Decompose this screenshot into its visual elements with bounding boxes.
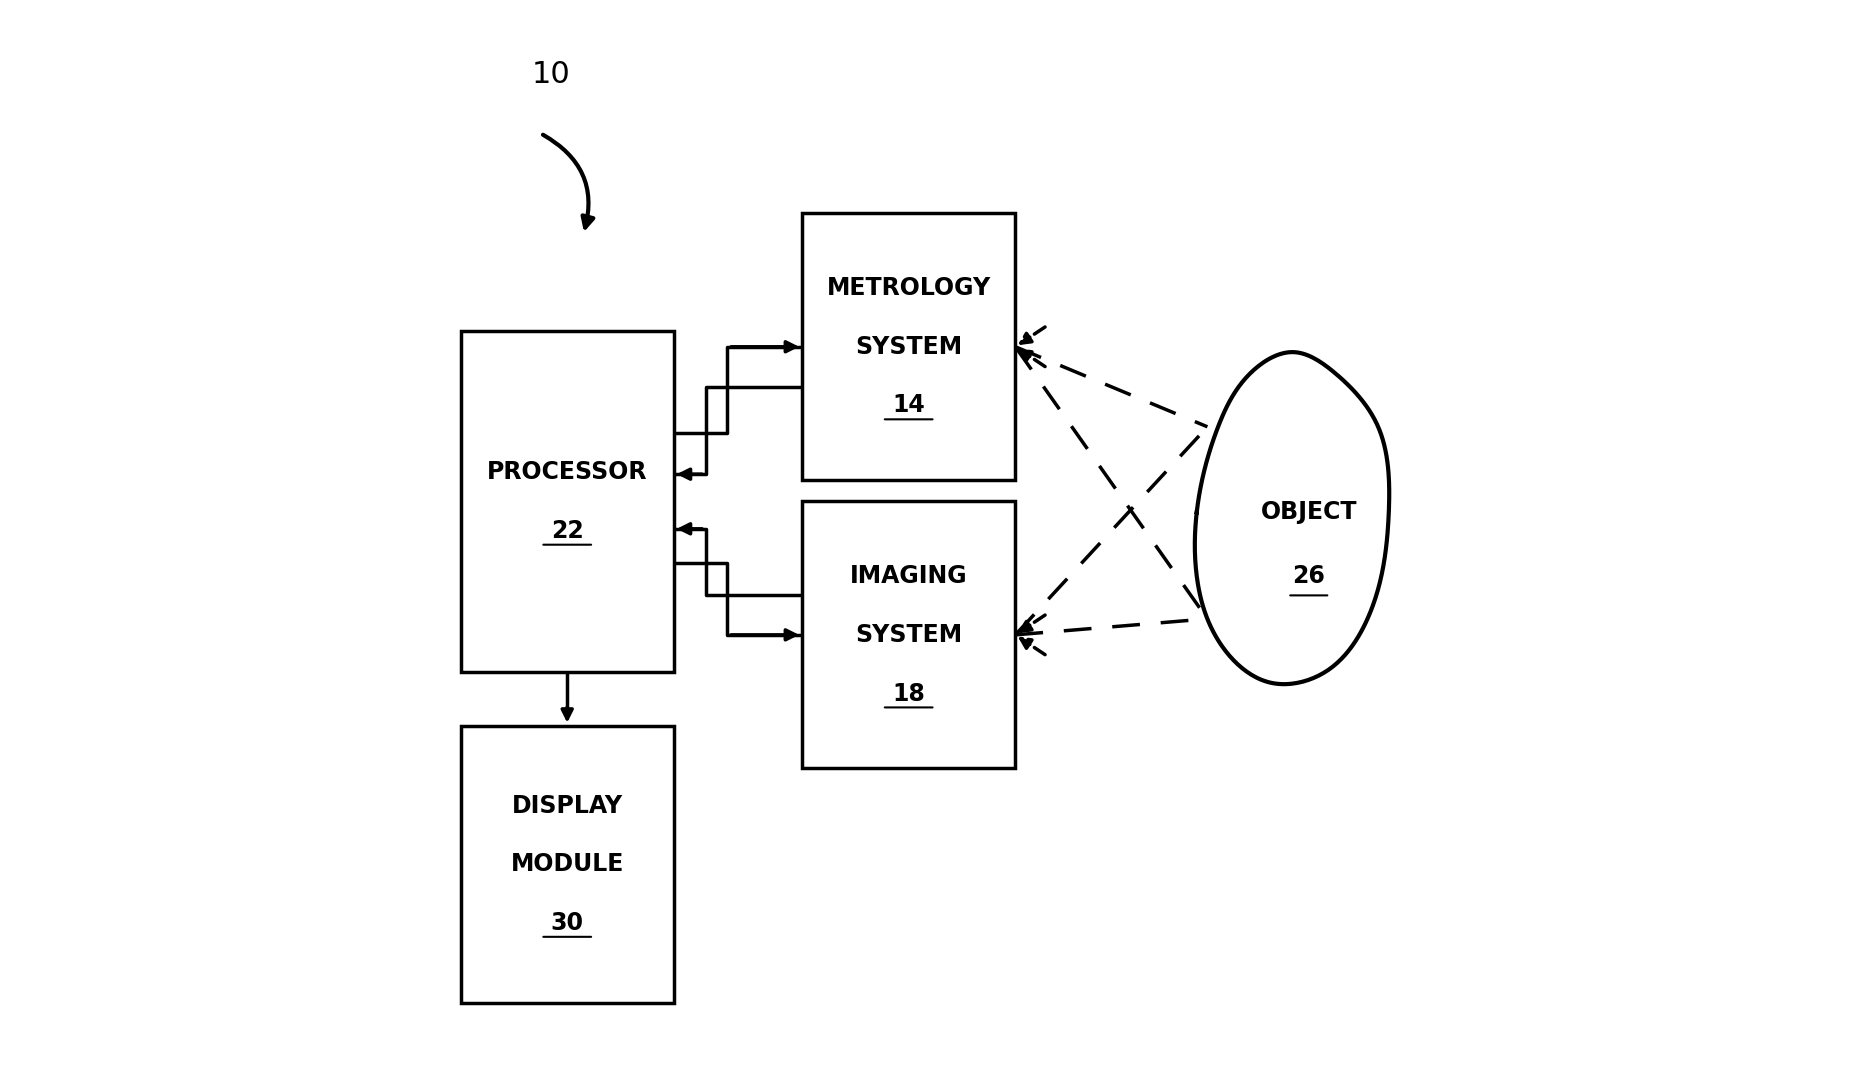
- Text: 22: 22: [551, 519, 584, 543]
- Polygon shape: [1194, 352, 1389, 684]
- Bar: [802, 213, 1016, 480]
- Text: 14: 14: [893, 394, 924, 417]
- Text: 10: 10: [532, 60, 571, 90]
- Bar: [802, 501, 1016, 768]
- Text: METROLOGY: METROLOGY: [826, 276, 991, 300]
- Text: DISPLAY: DISPLAY: [512, 794, 623, 817]
- Text: OBJECT: OBJECT: [1261, 500, 1358, 524]
- Text: SYSTEM: SYSTEM: [856, 335, 962, 359]
- Text: 18: 18: [893, 682, 924, 705]
- Bar: [461, 726, 673, 1003]
- Text: IMAGING: IMAGING: [850, 564, 967, 588]
- Text: MODULE: MODULE: [510, 853, 623, 876]
- Text: PROCESSOR: PROCESSOR: [487, 460, 647, 484]
- Bar: [461, 331, 673, 672]
- FancyArrowPatch shape: [543, 134, 593, 227]
- Text: 26: 26: [1293, 564, 1324, 588]
- Text: 30: 30: [551, 911, 584, 935]
- Text: SYSTEM: SYSTEM: [856, 623, 962, 647]
